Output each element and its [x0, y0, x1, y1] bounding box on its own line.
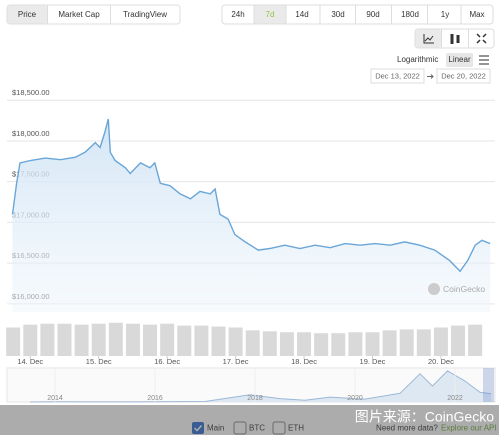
- brand-watermark: CoinGecko: [443, 284, 485, 294]
- legend-label: BTC: [249, 424, 265, 433]
- volume-bar: [211, 326, 226, 356]
- volume-bar: [23, 324, 38, 356]
- checkbox-checked[interactable]: [192, 422, 204, 434]
- checkbox[interactable]: [233, 421, 247, 435]
- x-tick-label: 19. Dec: [360, 357, 386, 366]
- scale-option[interactable]: Logarithmic: [397, 55, 438, 64]
- range-buttons: 24h 7d 14d 30d 90d 180d 1y Max: [231, 5, 485, 24]
- fullscreen-icon[interactable]: [476, 33, 487, 44]
- volume-bar: [91, 323, 106, 356]
- volume-bar: [279, 332, 294, 356]
- range-button[interactable]: 1y: [441, 10, 449, 19]
- volume-bar: [382, 330, 397, 356]
- volume-bar: [57, 323, 72, 356]
- price-line: [29, 370, 492, 403]
- arrow-icon: [427, 74, 434, 79]
- volume-bar: [125, 323, 140, 356]
- range-button[interactable]: 90d: [366, 10, 379, 19]
- footer-link[interactable]: Explore our API: [441, 424, 497, 433]
- x-tick-label: 20. Dec: [428, 357, 454, 366]
- x-tick-label: 15. Dec: [86, 357, 112, 366]
- menu-icon[interactable]: [479, 55, 489, 65]
- x-tick-label: 14. Dec: [17, 357, 43, 366]
- volume-bar: [245, 330, 260, 356]
- volume-bar: [297, 332, 312, 356]
- tab[interactable]: Price: [18, 10, 37, 19]
- x-tick-label: 2014: [47, 395, 63, 402]
- volume-bar: [433, 327, 448, 356]
- volume-bar: [228, 327, 243, 356]
- range-button[interactable]: 30d: [331, 10, 344, 19]
- volume-bar: [416, 329, 431, 356]
- range-button[interactable]: 24h: [231, 10, 244, 19]
- brand-logo: [428, 283, 440, 295]
- volume-bar: [451, 325, 466, 356]
- volume-bar: [348, 332, 363, 356]
- volume-bar: [468, 324, 483, 356]
- x-tick-label: 2022: [447, 395, 463, 402]
- checkbox[interactable]: [272, 421, 286, 435]
- volume-bar: [365, 332, 380, 356]
- legend-label: ETH: [288, 424, 304, 433]
- y-tick-label: $18,000.00: [12, 129, 50, 138]
- range-button[interactable]: 7d: [266, 10, 275, 19]
- range-button[interactable]: 14d: [295, 10, 308, 19]
- candle-icon[interactable]: [450, 34, 460, 44]
- x-tick-label: 16. Dec: [154, 357, 180, 366]
- volume-bar: [40, 323, 55, 356]
- checkmark: [193, 424, 203, 432]
- date-to: Dec 20, 2022: [441, 71, 486, 80]
- tab-selected-bg: [7, 5, 48, 24]
- volume-bar: [160, 323, 175, 356]
- volume-bar: [108, 322, 123, 356]
- image-watermark: 图片来源：CoinGecko: [355, 409, 494, 425]
- volume-bar: [194, 325, 209, 356]
- volume-bar: [74, 324, 89, 356]
- x-tick-label: 2020: [347, 395, 363, 402]
- x-tick-label: 17. Dec: [223, 357, 249, 366]
- tab-group: [6, 4, 181, 25]
- footer-text: Need more data?: [376, 424, 438, 433]
- navigator-selection[interactable]: [483, 368, 494, 402]
- price-line: [11, 118, 491, 273]
- plot: $16,000.00$16,500.00$17,000.00$17,500.00…: [6, 88, 496, 403]
- range-button[interactable]: 180d: [401, 10, 419, 19]
- date-from: Dec 13, 2022: [375, 71, 420, 80]
- overlay-strip: [0, 405, 499, 435]
- volume-bar: [399, 329, 414, 356]
- scale-option[interactable]: Linear: [448, 55, 471, 64]
- volume-bar: [6, 327, 21, 356]
- y-tick-label: $18,500.00: [12, 88, 50, 97]
- range-group: [221, 4, 494, 25]
- date-input[interactable]: [370, 68, 425, 84]
- volume-bar: [331, 333, 346, 356]
- x-tick-label: 18. Dec: [291, 357, 317, 366]
- tab[interactable]: TradingView: [123, 10, 167, 19]
- tab[interactable]: Market Cap: [58, 10, 100, 19]
- area-fill: [12, 119, 491, 312]
- volume-bar: [143, 324, 158, 356]
- legend-label: Main: [207, 424, 224, 433]
- range-selected-bg: [254, 5, 286, 24]
- volume-bar: [314, 333, 329, 356]
- date-input[interactable]: [436, 68, 491, 84]
- scale-selected-bg[interactable]: [446, 53, 473, 67]
- range-button[interactable]: Max: [469, 10, 484, 19]
- line-chart-icon[interactable]: [423, 34, 434, 44]
- volume-bar: [177, 325, 192, 356]
- x-tick-label: 2016: [147, 395, 163, 402]
- x-tick-label: 2018: [247, 395, 263, 402]
- volume-bar: [262, 331, 277, 356]
